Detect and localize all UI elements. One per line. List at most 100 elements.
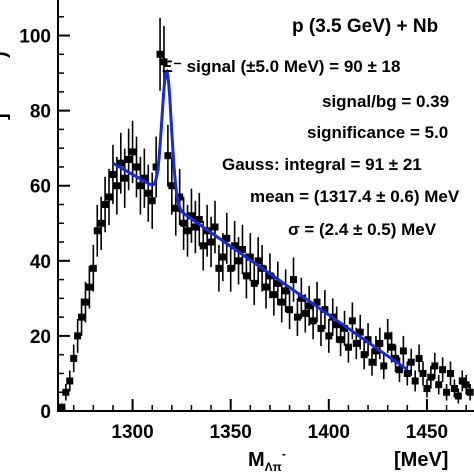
y-tick-label: 100 — [19, 27, 51, 48]
data-point — [223, 234, 231, 242]
x-tick-label: 1350 — [210, 422, 252, 443]
data-point — [462, 381, 470, 389]
data-point — [211, 223, 219, 231]
data-point — [168, 182, 176, 190]
data-point — [148, 197, 156, 205]
annotation-sigma: σ = (2.4 ± 0.5) MeV — [288, 220, 437, 239]
data-point — [356, 328, 364, 336]
data-point — [431, 362, 439, 370]
data-point — [235, 257, 243, 265]
data-point — [423, 384, 431, 392]
data-point — [140, 174, 148, 182]
data-point — [85, 283, 93, 291]
data-point — [219, 253, 227, 261]
data-point — [117, 159, 125, 167]
data-point — [156, 50, 164, 58]
y-tick-label: 20 — [30, 327, 51, 348]
data-point — [176, 193, 184, 201]
annotation-mean: mean = (1317.4 ± 0.6) MeV — [250, 187, 460, 206]
data-point — [187, 212, 195, 220]
data-point — [246, 253, 254, 261]
fit-curve — [112, 68, 409, 371]
data-point — [337, 336, 345, 344]
data-point — [101, 201, 109, 208]
y-tick-label: 80 — [30, 102, 51, 123]
data-point — [81, 298, 89, 306]
x-axis-label: MΛπ- — [248, 447, 286, 474]
data-point — [180, 219, 188, 227]
data-point — [435, 381, 443, 389]
data-point — [58, 403, 66, 411]
data-point — [270, 291, 278, 299]
data-point — [227, 264, 235, 272]
annotation-gauss: Gauss: integral = 91 ± 21 — [222, 155, 422, 174]
data-point — [121, 174, 129, 182]
y-axis-label-fragment-2: ] — [0, 113, 11, 120]
y-tick-label: 60 — [30, 177, 51, 198]
data-point — [262, 283, 270, 291]
x-axis-label-main: M — [248, 449, 265, 471]
data-point — [266, 272, 274, 280]
x-tick-label: 1300 — [111, 422, 153, 443]
data-point — [376, 339, 384, 347]
data-point — [195, 216, 203, 224]
data-point — [254, 257, 262, 265]
data-point — [360, 351, 368, 359]
data-point — [282, 287, 290, 295]
data-point — [93, 227, 101, 235]
y-axis-label-fragment: ) — [0, 51, 11, 58]
x-axis-label-sup: - — [282, 447, 286, 461]
data-point — [184, 227, 192, 235]
data-point — [341, 324, 349, 332]
data-point — [458, 377, 466, 385]
x-tick-label: 1400 — [308, 422, 350, 443]
data-point — [289, 276, 297, 284]
data-point — [309, 317, 317, 325]
data-point — [313, 298, 321, 306]
data-point — [74, 332, 82, 340]
data-point — [231, 242, 239, 250]
data-point — [352, 339, 360, 347]
data-point — [242, 272, 250, 280]
data-point — [62, 388, 70, 396]
data-point — [333, 321, 341, 329]
data-point — [66, 377, 74, 385]
data-point — [380, 362, 388, 370]
annotation-signal: Ξ⁻ signal (±5.0 MeV) = 90 ± 18 — [162, 57, 400, 76]
data-point — [395, 366, 403, 374]
data-point — [286, 306, 294, 314]
error-bars — [61, 17, 471, 411]
data-point — [321, 306, 329, 314]
data-point — [419, 369, 427, 377]
data-point — [411, 377, 419, 385]
data-point — [278, 298, 286, 306]
data-point — [172, 204, 180, 212]
data-point — [439, 366, 447, 374]
annotation-reaction: p (3.5 GeV) + Nb — [292, 16, 438, 37]
data-point — [207, 238, 215, 246]
data-point — [191, 223, 199, 231]
data-point — [215, 264, 223, 272]
data-point — [466, 388, 474, 396]
x-axis-label-sub: Λπ — [265, 460, 282, 474]
data-point — [293, 313, 301, 321]
data-point — [446, 369, 454, 377]
data-point — [144, 189, 152, 197]
x-axis-unit: [MeV] — [394, 449, 448, 471]
data-point — [399, 347, 407, 355]
annotation-signal-bg: signal/bg = 0.39 — [322, 92, 449, 111]
data-point — [450, 384, 458, 392]
data-point — [368, 358, 376, 366]
data-point — [70, 354, 78, 362]
data-point — [109, 170, 117, 178]
data-point — [129, 148, 137, 156]
data-point — [301, 309, 309, 317]
data-point — [344, 343, 352, 351]
data-point — [348, 317, 356, 325]
data-point — [372, 347, 380, 355]
data-point — [238, 246, 246, 254]
data-point — [250, 279, 258, 287]
y-tick-label: 0 — [40, 402, 51, 423]
data-point — [392, 354, 400, 362]
